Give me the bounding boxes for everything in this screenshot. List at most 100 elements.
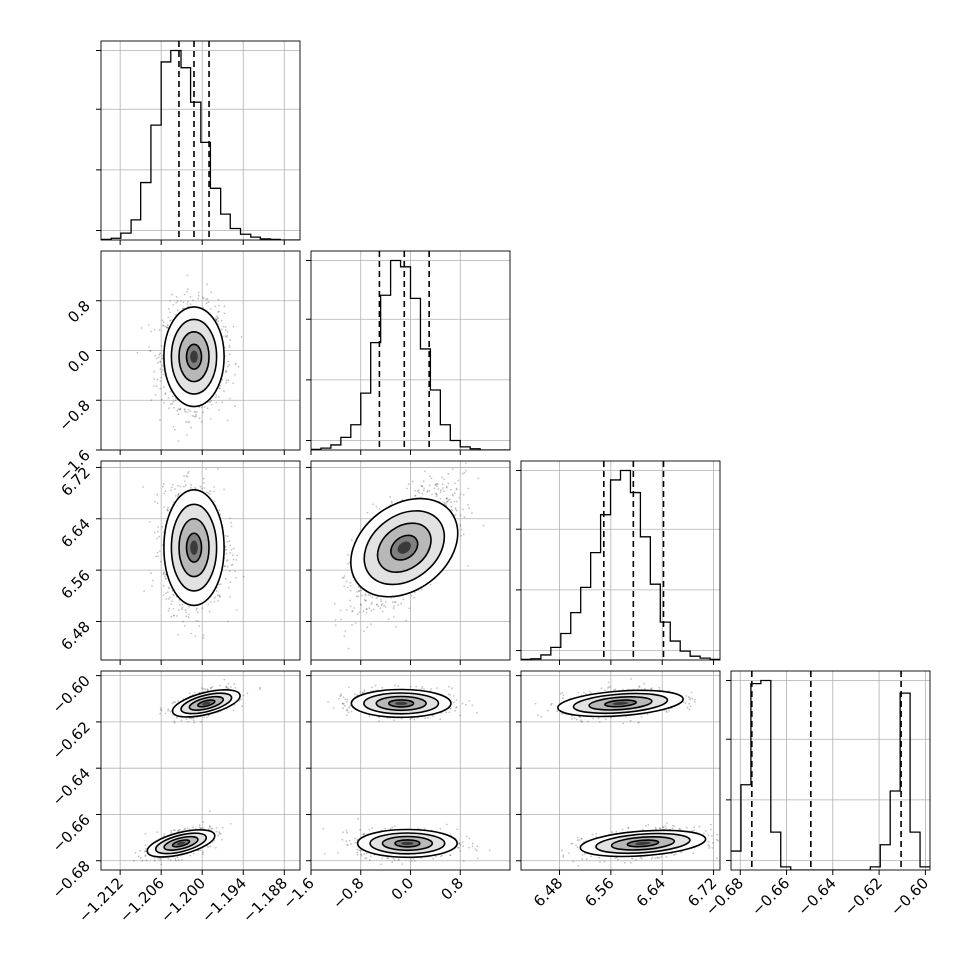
joint-panel-1-2 (306, 460, 511, 665)
sample-point (422, 489, 425, 492)
sample-point (351, 539, 353, 542)
sample-point (219, 596, 222, 598)
sample-point (369, 594, 372, 596)
sample-point (454, 513, 457, 516)
sample-point (454, 507, 457, 509)
sample-point (365, 612, 368, 614)
sample-point (407, 483, 410, 485)
sample-point (225, 369, 227, 372)
sample-point (467, 504, 469, 506)
sample-point (183, 485, 185, 488)
sample-point (465, 462, 467, 464)
sample-point (215, 318, 218, 321)
sample-point (162, 482, 165, 485)
sample-point (174, 313, 177, 316)
sample-point (358, 589, 361, 592)
joint-panel-0-1 (96, 250, 301, 455)
sample-point (370, 603, 373, 605)
sample-point (227, 379, 230, 382)
sample-point (217, 468, 219, 470)
density-peak (190, 350, 198, 363)
sample-point (406, 487, 408, 490)
sample-point (228, 344, 231, 347)
sample-point (227, 360, 230, 363)
sample-point (215, 318, 217, 321)
sample-point (166, 509, 169, 512)
sample-point (451, 509, 454, 512)
sample-point (167, 598, 170, 600)
sample-point (177, 493, 180, 496)
sample-point (218, 409, 221, 411)
sample-point (460, 534, 463, 537)
sample-point (456, 509, 458, 512)
sample-point (188, 605, 191, 608)
sample-point (355, 595, 358, 598)
sample-point (195, 619, 198, 622)
sample-point (218, 594, 221, 596)
sample-point (443, 490, 445, 493)
sample-point (456, 500, 458, 503)
sample-point (162, 584, 165, 587)
sample-point (184, 410, 187, 413)
sample-point (420, 485, 423, 487)
sample-point (477, 477, 480, 480)
sample-point (194, 416, 196, 418)
sample-point (209, 493, 211, 496)
sample-point (164, 578, 167, 580)
histogram-content (731, 671, 930, 870)
sample-point (196, 611, 199, 614)
panel-border (310, 250, 511, 451)
density-peak (190, 540, 198, 555)
sample-point (186, 303, 189, 305)
sample-point (240, 336, 243, 338)
sample-point (193, 721, 196, 724)
sample-point (435, 483, 437, 486)
sample-point (160, 370, 163, 373)
sample-point (164, 577, 167, 580)
sample-point (375, 505, 378, 508)
sample-point (340, 618, 342, 621)
sample-point (430, 477, 433, 480)
sample-point (185, 475, 188, 477)
sample-point (168, 607, 171, 610)
sample-point (445, 497, 448, 500)
sample-point (160, 398, 163, 401)
sample-point (158, 329, 161, 331)
sample-point (159, 380, 162, 383)
sample-point (159, 360, 162, 363)
sample-point (167, 709, 169, 712)
sample-point (229, 595, 231, 598)
sample-point (189, 410, 192, 413)
sample-point (182, 620, 185, 623)
sample-point (364, 593, 367, 596)
sample-point (368, 607, 371, 610)
sample-point (176, 309, 179, 312)
sample-point (198, 417, 201, 420)
sample-point (223, 390, 225, 393)
sample-point (447, 472, 450, 475)
joint-panel-0-2 (96, 460, 301, 665)
sample-point (166, 326, 169, 329)
sample-point (215, 396, 217, 399)
sample-point (224, 549, 227, 551)
sample-point (160, 560, 162, 563)
sample-point (213, 490, 216, 493)
sample-point (167, 586, 170, 589)
sample-point (334, 624, 337, 627)
sample-point (446, 497, 449, 499)
sample-point (186, 411, 189, 413)
sample-point (226, 334, 229, 337)
sample-point (414, 591, 416, 594)
sample-point (156, 493, 159, 496)
sample-point (150, 330, 153, 333)
sample-point (347, 562, 349, 565)
sample-point (217, 311, 220, 313)
sample-point (189, 303, 192, 306)
sample-point (164, 712, 167, 715)
sample-point (349, 584, 352, 587)
sample-point (223, 678, 226, 681)
sample-point (235, 609, 238, 611)
sample-point (229, 544, 232, 547)
sample-point (381, 603, 384, 606)
sample-point (363, 599, 366, 601)
